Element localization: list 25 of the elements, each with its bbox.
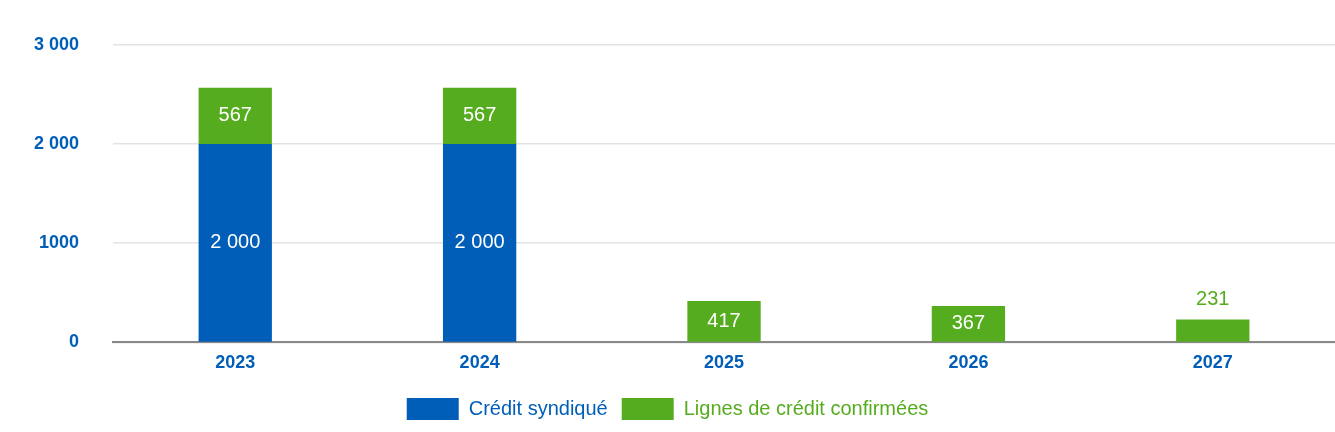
- bar: [1176, 319, 1250, 342]
- y-tick-label: 2 000: [34, 132, 80, 153]
- data-label: 2 000: [454, 230, 505, 253]
- x-tick-label: 2025: [704, 352, 745, 373]
- x-tick-label: 2023: [215, 352, 256, 373]
- data-label: 2 000: [210, 230, 261, 253]
- data-label: 231: [1196, 287, 1230, 309]
- bar: [198, 87, 272, 144]
- bar: [931, 305, 1006, 342]
- data-label: 567: [462, 103, 497, 126]
- bar: [442, 144, 517, 342]
- legend-label: Crédit syndiqué: [468, 396, 608, 419]
- y-tick-label: 1000: [39, 232, 80, 253]
- x-tick-label: 2027: [1192, 352, 1233, 373]
- data-label: 567: [218, 103, 252, 126]
- y-tick-label: 0: [69, 331, 80, 352]
- bar: [442, 87, 517, 144]
- data-label: 367: [951, 311, 986, 334]
- x-tick-label: 2024: [459, 352, 500, 373]
- bar: [687, 301, 761, 342]
- x-tick-label: 2026: [948, 352, 989, 373]
- bar: [198, 144, 272, 342]
- legend-label: Lignes de crédit confirmées: [683, 396, 929, 419]
- data-label: 417: [707, 308, 741, 331]
- y-tick-label: 3 000: [34, 33, 80, 54]
